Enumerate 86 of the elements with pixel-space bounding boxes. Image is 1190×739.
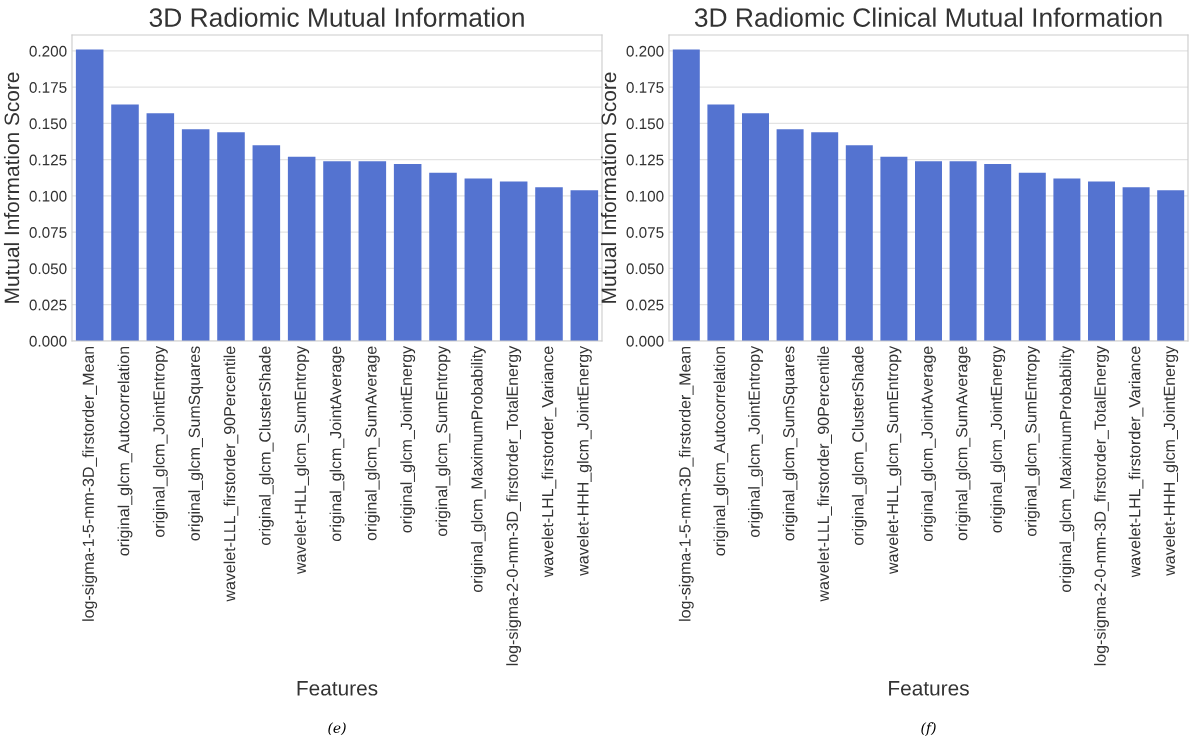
bar xyxy=(845,145,873,341)
x-tick-label: original_glcm_ClusterShade xyxy=(851,346,867,545)
x-tick-label: wavelet-LHL_firstorder_Variance xyxy=(541,346,557,578)
bar xyxy=(429,172,457,341)
x-tick-label: original_glcm_JointEnergy xyxy=(400,345,416,533)
bar xyxy=(776,129,804,341)
x-tick-label: original_glcm_Autocorrelation xyxy=(713,346,729,556)
x-tick-label: original_glcm_JointEntropy xyxy=(152,345,168,537)
bar xyxy=(672,49,700,341)
y-tick-label: 0.075 xyxy=(626,227,664,238)
bar xyxy=(742,113,769,341)
bar xyxy=(181,129,210,341)
y-tick-label: 0.200 xyxy=(29,45,67,57)
y-tick-label: 0.100 xyxy=(29,190,67,202)
bar xyxy=(707,104,735,341)
y-tick-label: 0.175 xyxy=(29,82,67,93)
x-tick-label: original_glcm_SumEntropy xyxy=(435,345,451,537)
y-tick-label: 0.200 xyxy=(626,45,664,57)
y-axis-title: Mutual Information Score xyxy=(600,72,617,303)
bar xyxy=(217,132,245,341)
bar xyxy=(535,187,563,341)
y-tick-label: 0.000 xyxy=(29,335,67,347)
y-tick-label: 0.000 xyxy=(626,335,664,347)
bar xyxy=(1088,181,1115,341)
x-tick-label: wavelet-LLL_firstorder_90Percentile xyxy=(223,346,239,602)
bar xyxy=(1122,187,1150,341)
text: (e) xyxy=(328,722,346,735)
x-tick-label: original_glcm_ClusterShade xyxy=(258,346,274,545)
x-tick-label: log-sigma-1-5-mm-3D_firstorder_Mean xyxy=(678,346,694,621)
x-tick-label: original_glcm_SumEntropy xyxy=(1024,345,1040,537)
y-tick-label: 0.075 xyxy=(29,227,67,238)
y-tick-label: 0.050 xyxy=(626,263,664,275)
x-tick-label: original_glcm_MaximumProbability xyxy=(1059,345,1075,592)
bar xyxy=(464,178,493,341)
bar xyxy=(323,161,351,341)
x-tick-label: original_glcm_SumSquares xyxy=(188,346,204,541)
x-tick-label: log-sigma-2-0-mm-3D_firstorder_TotalEnergy xyxy=(506,345,522,666)
x-tick-label: wavelet-HHH_glcm_JointEnergy xyxy=(576,345,592,576)
chart-title: 3D Radiomic Clinical Mutual Information xyxy=(694,7,1162,27)
bar xyxy=(1018,172,1046,341)
bar xyxy=(1053,178,1081,341)
bar xyxy=(949,161,977,341)
x-tick-label: log-sigma-1-5-mm-3D_firstorder_Mean xyxy=(82,346,98,621)
x-tick-label: wavelet-HHH_glcm_JointEnergy xyxy=(1163,345,1179,576)
x-axis-title: Features xyxy=(889,681,969,696)
x-axis-title: Features xyxy=(297,681,378,696)
x-tick-label: original_glcm_JointAverage xyxy=(921,346,936,542)
bar xyxy=(393,164,422,341)
text: (f) xyxy=(921,722,936,736)
y-tick-label: 0.025 xyxy=(626,299,664,311)
bar xyxy=(984,164,1012,341)
bar xyxy=(1157,190,1185,341)
bar xyxy=(915,161,942,341)
x-tick-label: original_glcm_JointAverage xyxy=(329,346,345,542)
x-tick-label: log-sigma-2-0-mm-3D_firstorder_TotalEnergy xyxy=(1094,345,1109,666)
y-tick-label: 0.125 xyxy=(626,154,664,166)
x-tick-label: original_glcm_JointEnergy xyxy=(990,345,1006,533)
bar xyxy=(358,161,387,341)
x-tick-label: original_glcm_MaximumProbability xyxy=(470,345,486,592)
bar xyxy=(570,190,599,341)
y-tick-label: 0.175 xyxy=(626,82,664,93)
y-tick-label: 0.025 xyxy=(29,299,67,311)
x-tick-label: original_glcm_SumAverage xyxy=(955,346,971,541)
bar xyxy=(75,49,104,341)
bar xyxy=(146,113,175,341)
x-tick-label: original_glcm_SumSquares xyxy=(782,346,798,541)
bar xyxy=(252,145,281,341)
y-tick-label: 0.100 xyxy=(626,190,664,202)
bar xyxy=(287,156,316,341)
y-tick-label: 0.150 xyxy=(626,118,664,130)
x-tick-label: wavelet-HLL_glcm_SumEntropy xyxy=(294,345,310,575)
y-axis-title: Mutual Information Score xyxy=(3,72,20,303)
x-tick-label: wavelet-LHL_firstorder_Variance xyxy=(1128,346,1144,578)
x-tick-label: wavelet-LLL_firstorder_90Percentile xyxy=(817,346,832,602)
y-tick-label: 0.050 xyxy=(29,263,67,275)
x-tick-label: original_glcm_Autocorrelation xyxy=(117,346,133,556)
bar xyxy=(880,156,908,341)
x-tick-label: original_glcm_JointEntropy xyxy=(748,345,763,537)
bar xyxy=(811,132,839,341)
chart-title: 3D Radiomic Mutual Information xyxy=(149,7,524,27)
y-tick-label: 0.125 xyxy=(29,154,67,166)
y-tick-label: 0.150 xyxy=(29,118,67,130)
bar xyxy=(111,104,139,341)
x-tick-label: wavelet-HLL_glcm_SumEntropy xyxy=(886,345,902,575)
x-tick-label: original_glcm_SumAverage xyxy=(364,346,380,541)
bar xyxy=(499,181,528,341)
